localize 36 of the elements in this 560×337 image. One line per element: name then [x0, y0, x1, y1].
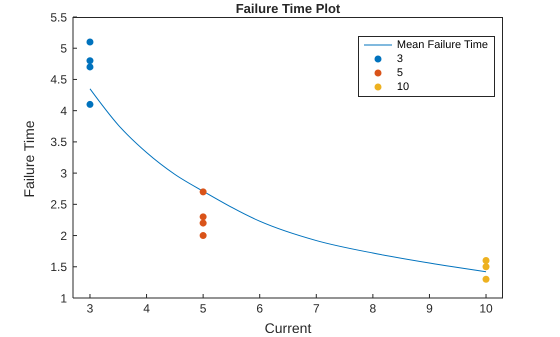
- point: [482, 257, 490, 264]
- x-tick-label: 5: [200, 302, 207, 316]
- y-tick-label: 4: [60, 104, 68, 118]
- y-tick-label: 1.5: [50, 260, 68, 274]
- point: [482, 276, 490, 283]
- legend-label: 5: [396, 67, 404, 79]
- x-axis-title: Current: [264, 320, 312, 336]
- y-tick-label: 5: [60, 41, 68, 56]
- y-tick-label: 3.5: [50, 135, 68, 150]
- legend-label: Mean Failure Time: [396, 39, 488, 51]
- y-tick-label: 2: [60, 228, 68, 243]
- y-tick-label: 3: [60, 166, 68, 180]
- x-tick-label: 9: [426, 302, 434, 316]
- legend-label: 10: [396, 81, 410, 93]
- y-tick-label: 5.5: [50, 10, 68, 24]
- y-tick-label: 4.5: [50, 72, 68, 87]
- x-tick-label: 10: [479, 302, 494, 316]
- legend-label: 3: [396, 53, 404, 65]
- point: [200, 232, 207, 240]
- x-tick-label: 3: [86, 302, 94, 316]
- point: [200, 188, 207, 196]
- point: [200, 213, 207, 220]
- y-tick-label: 2.5: [50, 198, 68, 212]
- y-axis-title: Failure Time: [20, 120, 37, 198]
- x-tick-label: 4: [143, 302, 150, 316]
- chart-title: Failure Time Plot: [234, 1, 342, 16]
- y-tick-label: 1: [60, 291, 68, 306]
- point: [86, 63, 94, 70]
- point: [86, 100, 94, 108]
- x-tick-label: 6: [256, 302, 264, 316]
- point: [482, 263, 490, 270]
- point: [86, 38, 94, 46]
- x-tick-label: 7: [312, 302, 320, 316]
- x-tick-label: 8: [370, 302, 377, 316]
- point: [86, 57, 94, 64]
- point: [200, 220, 207, 227]
